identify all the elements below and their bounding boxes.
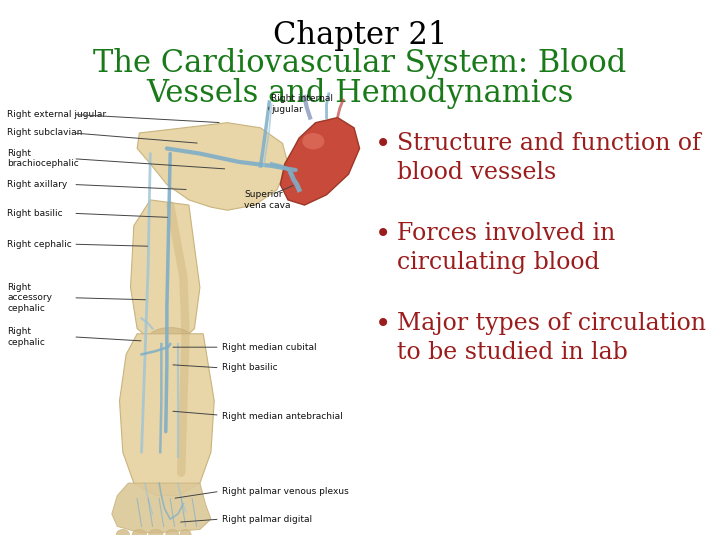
Text: Right palmar digital: Right palmar digital <box>222 515 312 524</box>
Text: Right
brachiocephalic: Right brachiocephalic <box>7 149 79 168</box>
Text: Right external jugular: Right external jugular <box>7 110 107 119</box>
Ellipse shape <box>180 529 191 540</box>
Polygon shape <box>137 123 288 210</box>
Text: Vessels and Hemodynamics: Vessels and Hemodynamics <box>146 78 574 109</box>
Text: Major types of circulation
to be studied in lab: Major types of circulation to be studied… <box>397 312 706 365</box>
Text: Right basilic: Right basilic <box>7 209 63 218</box>
Text: Right basilic: Right basilic <box>222 363 277 372</box>
Text: Right
cephalic: Right cephalic <box>7 327 45 347</box>
Polygon shape <box>120 334 215 496</box>
Text: Right palmar venous plexus: Right palmar venous plexus <box>222 487 348 496</box>
Ellipse shape <box>132 529 146 540</box>
Text: •: • <box>375 132 391 159</box>
Text: Right median antebrachial: Right median antebrachial <box>222 411 343 421</box>
Polygon shape <box>280 118 359 205</box>
Text: Right median cubital: Right median cubital <box>222 343 317 352</box>
Text: Right axillary: Right axillary <box>7 180 68 189</box>
Text: Chapter 21: Chapter 21 <box>273 20 447 51</box>
Text: Right
accessory
cephalic: Right accessory cephalic <box>7 283 53 313</box>
Text: •: • <box>375 312 391 339</box>
Text: Right internal
jugular: Right internal jugular <box>271 94 333 114</box>
Polygon shape <box>130 200 200 344</box>
Text: •: • <box>375 222 391 249</box>
Ellipse shape <box>116 529 130 540</box>
Text: Forces involved in
circulating blood: Forces involved in circulating blood <box>397 222 616 274</box>
Text: Right cephalic: Right cephalic <box>7 240 72 249</box>
Ellipse shape <box>166 529 179 540</box>
Text: The Cardiovascular System: Blood: The Cardiovascular System: Blood <box>94 48 626 79</box>
Text: Structure and function of
blood vessels: Structure and function of blood vessels <box>397 132 701 184</box>
Ellipse shape <box>148 328 192 350</box>
Text: Right subclavian: Right subclavian <box>7 129 83 138</box>
Text: Superior
vena cava: Superior vena cava <box>244 190 290 210</box>
Polygon shape <box>112 483 211 532</box>
Ellipse shape <box>149 529 163 540</box>
Ellipse shape <box>302 133 324 150</box>
